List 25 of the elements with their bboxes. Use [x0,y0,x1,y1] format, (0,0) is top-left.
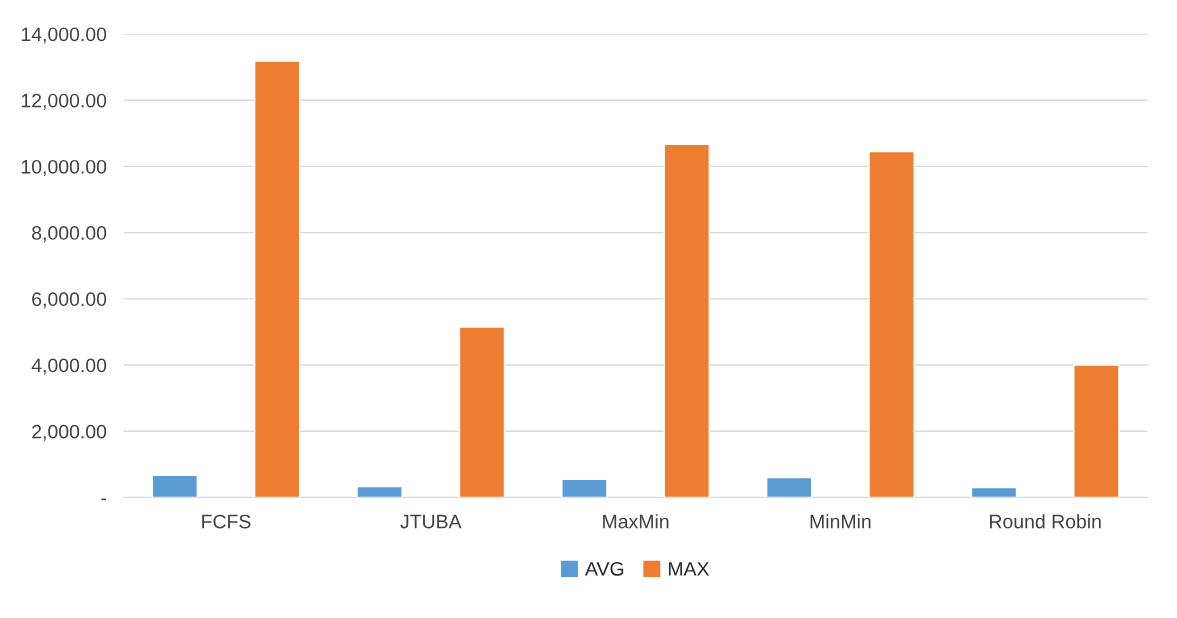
bar [356,485,403,498]
x-tick-label: MinMin [810,514,871,529]
bar [151,474,199,498]
bar [970,486,1018,498]
bar [868,150,915,498]
bar [663,143,711,498]
bar [1073,364,1120,498]
y-tick-label: 10,000.00 [21,159,107,176]
x-tick-label: MaxMin [603,514,669,529]
x-tick-label: FCFS [202,514,251,529]
bar [561,478,608,498]
y-tick-label: - [101,498,107,501]
legend-label: MAX [668,562,710,576]
x-tick-label: JTUBA [400,514,462,529]
bar [765,476,813,498]
y-tick-label: 4,000.00 [31,358,107,375]
y-tick-label: 6,000.00 [32,292,107,309]
bar [458,326,506,498]
y-tick-label: 2,000.00 [32,424,107,441]
y-tick-label: 12,000.00 [21,93,107,110]
bar [253,60,301,498]
legend-label: AVG [585,561,624,576]
x-tick-label: Round Robin [990,514,1101,529]
y-tick-label: 8,000.00 [32,226,107,243]
y-tick-label: 14,000.00 [21,27,107,44]
